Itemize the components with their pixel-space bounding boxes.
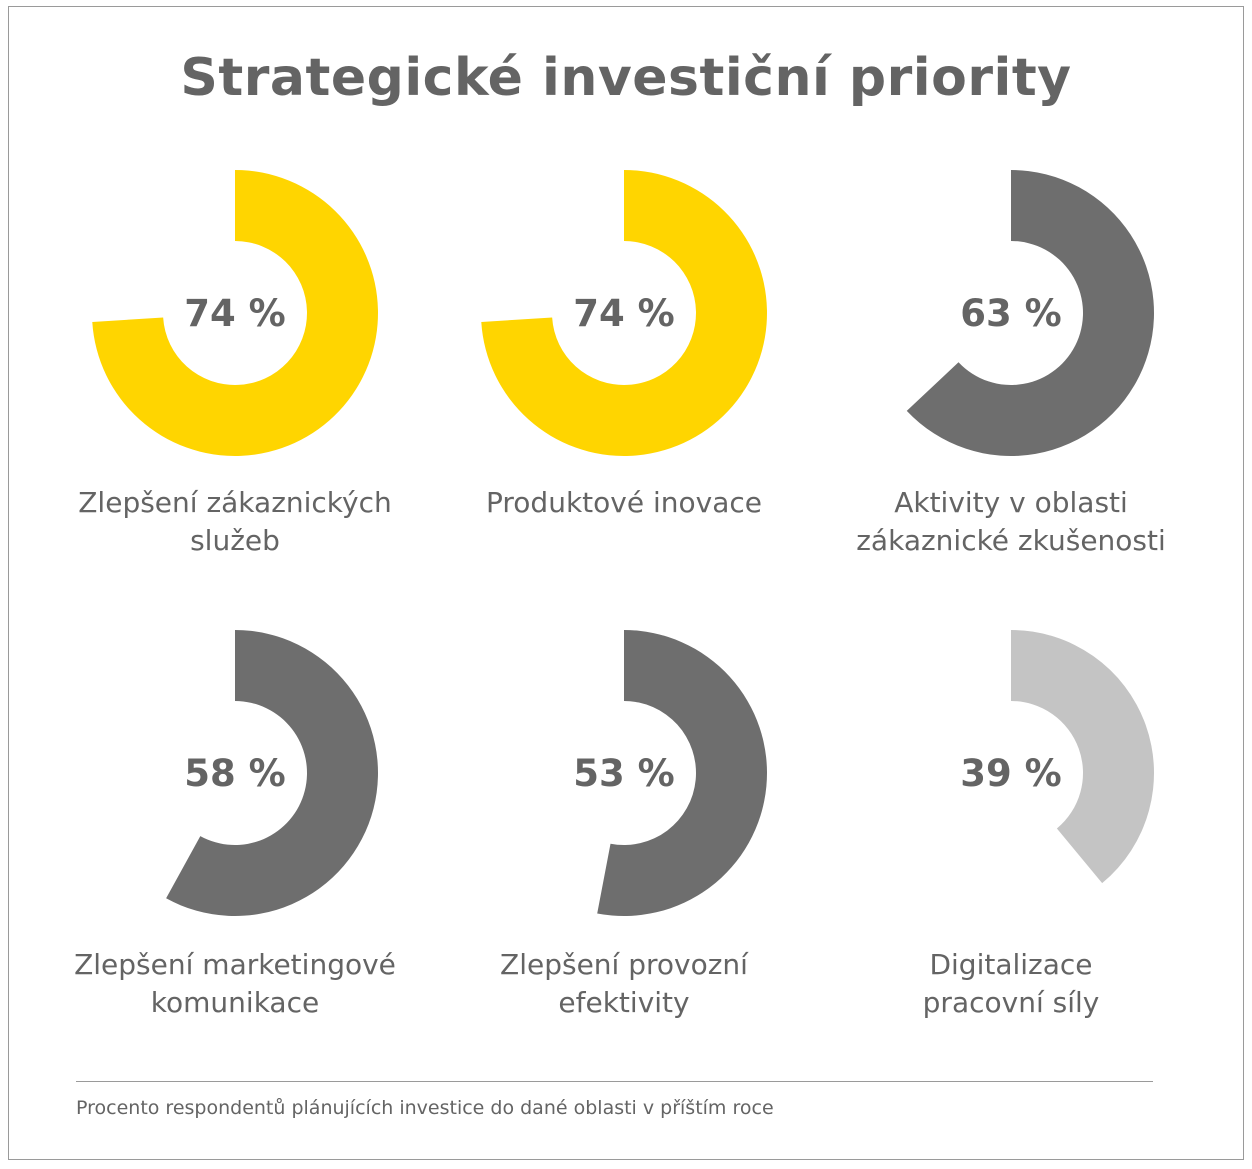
category-label-1: Zlepšení zákaznických služeb [45, 484, 425, 560]
category-label-line: efektivity [558, 986, 690, 1019]
donut-ring-6 [1011, 630, 1154, 884]
footnote: Procento respondentů plánujících investi… [76, 1097, 774, 1119]
category-label-line: služeb [190, 524, 280, 557]
category-label-line: Zlepšení provozní [500, 948, 748, 981]
donut-value-label-1: 74 % [184, 292, 285, 335]
donut-ring-2 [481, 170, 767, 456]
category-label-2: Produktové inovace [434, 484, 814, 522]
chart-title: Strategické investiční priority [180, 48, 1072, 108]
category-label-5: Zlepšení provozní efektivity [434, 946, 814, 1022]
category-label-6: Digitalizace pracovní síly [821, 946, 1201, 1022]
category-label-line: zákaznické zkušenosti [856, 524, 1166, 557]
category-label-3: Aktivity v oblasti zákaznické zkušenosti [821, 484, 1201, 560]
category-label-line: Digitalizace [929, 948, 1093, 981]
donut-value-label-5: 53 % [573, 752, 674, 795]
donut-value-label-3: 63 % [960, 292, 1061, 335]
footnote-divider [76, 1081, 1153, 1082]
donut-ring-1 [92, 170, 379, 457]
category-label-line: pracovní síly [922, 986, 1100, 1019]
category-label-line: Produktové inovace [486, 486, 762, 519]
category-label-line: Zlepšení zákaznických [78, 486, 392, 519]
category-label-line: Zlepšení marketingové [74, 948, 396, 981]
donut-value-label-4: 58 % [184, 752, 285, 795]
donut-ring-3 [906, 170, 1154, 456]
donut-ring-4 [166, 630, 379, 916]
category-label-line: Aktivity v oblasti [894, 486, 1128, 519]
donut-value-label-6: 39 % [960, 752, 1061, 795]
donut-ring-5 [597, 630, 767, 917]
donut-value-label-2: 74 % [573, 292, 674, 335]
category-label-line: komunikace [150, 986, 320, 1019]
category-label-4: Zlepšení marketingové komunikace [45, 946, 425, 1022]
